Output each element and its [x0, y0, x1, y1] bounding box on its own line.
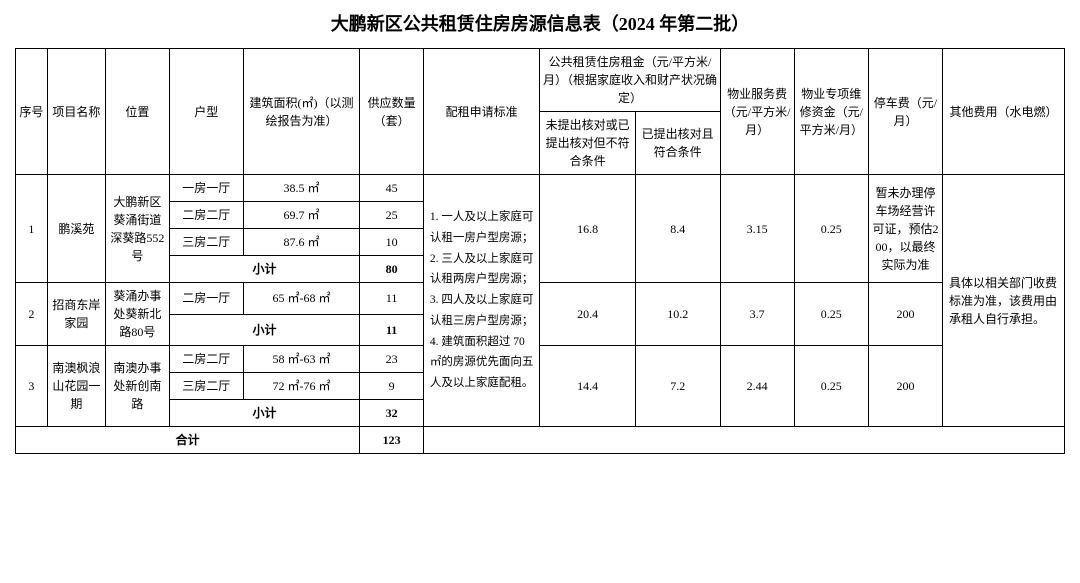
cell-area: 38.5 ㎡ [243, 175, 360, 202]
cell-seq: 3 [16, 346, 48, 427]
header-row-1: 序号 项目名称 位置 户型 建筑面积(㎡)（以测绘报告为准） 供应数量（套） 配… [16, 49, 1065, 112]
cell-fund: 0.25 [794, 346, 868, 427]
table-row: 1 鹏溪苑 大鹏新区葵涌街道深葵路552号 一房一厅 38.5 ㎡ 45 1. … [16, 175, 1065, 202]
cell-unit-type: 三房二厅 [169, 229, 243, 256]
cell-qty: 11 [360, 283, 424, 315]
cell-rent-b: 7.2 [635, 346, 720, 427]
cell-unit-type: 三房二厅 [169, 373, 243, 400]
th-rent-a: 未提出核对或已提出核对但不符合条件 [540, 112, 635, 175]
th-parking: 停车费（元/月） [868, 49, 942, 175]
cell-area: 72 ㎡-76 ㎡ [243, 373, 360, 400]
cell-rent-a: 16.8 [540, 175, 635, 283]
cell-other-fee: 具体以相关部门收费标准为准，该费用由承租人自行承担。 [943, 175, 1065, 427]
th-svc-fee: 物业服务费（元/平方米/月） [720, 49, 794, 175]
cell-location: 葵涌办事处葵新北路80号 [106, 283, 170, 346]
th-project: 项目名称 [47, 49, 105, 175]
cell-rent-b: 10.2 [635, 283, 720, 346]
cell-qty: 10 [360, 229, 424, 256]
cell-subtotal-qty: 11 [360, 314, 424, 346]
cell-svc: 3.15 [720, 175, 794, 283]
page-title: 大鹏新区公共租赁住房房源信息表（2024 年第二批） [15, 10, 1065, 36]
housing-table: 序号 项目名称 位置 户型 建筑面积(㎡)（以测绘报告为准） 供应数量（套） 配… [15, 48, 1065, 454]
cell-rent-b: 8.4 [635, 175, 720, 283]
cell-rent-a: 14.4 [540, 346, 635, 427]
th-unit-type: 户型 [169, 49, 243, 175]
cell-subtotal-qty: 80 [360, 256, 424, 283]
cell-seq: 1 [16, 175, 48, 283]
cell-rent-a: 20.4 [540, 283, 635, 346]
th-area: 建筑面积(㎡)（以测绘报告为准） [243, 49, 360, 175]
cell-qty: 45 [360, 175, 424, 202]
cell-subtotal-qty: 32 [360, 400, 424, 427]
cell-subtotal-label: 小计 [169, 314, 360, 346]
cell-area: 69.7 ㎡ [243, 202, 360, 229]
cell-parking: 200 [868, 283, 942, 346]
table-row: 3 南澳枫浪山花园一期 南澳办事处新创南路 二房二厅 58 ㎡-63 ㎡ 23 … [16, 346, 1065, 373]
cell-unit-type: 二房一厅 [169, 283, 243, 315]
cell-parking: 暂未办理停车场经营许可证，预估200，以最终实际为准 [868, 175, 942, 283]
cell-svc: 3.7 [720, 283, 794, 346]
cell-fund: 0.25 [794, 283, 868, 346]
cell-fund: 0.25 [794, 175, 868, 283]
cell-unit-type: 一房一厅 [169, 175, 243, 202]
cell-area: 58 ㎡-63 ㎡ [243, 346, 360, 373]
cell-subtotal-label: 小计 [169, 400, 360, 427]
cell-qty: 23 [360, 346, 424, 373]
cell-total-label: 合计 [16, 427, 360, 454]
cell-qty: 25 [360, 202, 424, 229]
cell-seq: 2 [16, 283, 48, 346]
th-rent-b: 已提出核对且符合条件 [635, 112, 720, 175]
cell-unit-type: 二房二厅 [169, 346, 243, 373]
cell-parking: 200 [868, 346, 942, 427]
cell-project-name: 南澳枫浪山花园一期 [47, 346, 105, 427]
th-seq: 序号 [16, 49, 48, 175]
cell-project-name: 招商东岸家园 [47, 283, 105, 346]
cell-location: 大鹏新区葵涌街道深葵路552号 [106, 175, 170, 283]
table-row: 2 招商东岸家园 葵涌办事处葵新北路80号 二房一厅 65 ㎡-68 ㎡ 11 … [16, 283, 1065, 315]
th-qty: 供应数量（套） [360, 49, 424, 175]
th-location: 位置 [106, 49, 170, 175]
cell-criteria: 1. 一人及以上家庭可认租一房户型房源； 2. 三人及以上家庭可认租两房户型房源… [423, 175, 540, 427]
cell-area: 87.6 ㎡ [243, 229, 360, 256]
cell-area: 65 ㎡-68 ㎡ [243, 283, 360, 315]
total-row: 合计 123 [16, 427, 1065, 454]
cell-svc: 2.44 [720, 346, 794, 427]
cell-unit-type: 二房二厅 [169, 202, 243, 229]
th-criteria: 配租申请标准 [423, 49, 540, 175]
th-maint-fund: 物业专项维修资金（元/平方米/月） [794, 49, 868, 175]
cell-location: 南澳办事处新创南路 [106, 346, 170, 427]
cell-total-qty: 123 [360, 427, 424, 454]
cell-subtotal-label: 小计 [169, 256, 360, 283]
th-rent-group: 公共租赁住房租金（元/平方米/月）（根据家庭收入和财产状况确定） [540, 49, 720, 112]
cell-total-blank [423, 427, 1064, 454]
cell-qty: 9 [360, 373, 424, 400]
cell-project-name: 鹏溪苑 [47, 175, 105, 283]
th-other: 其他费用（水电燃） [943, 49, 1065, 175]
